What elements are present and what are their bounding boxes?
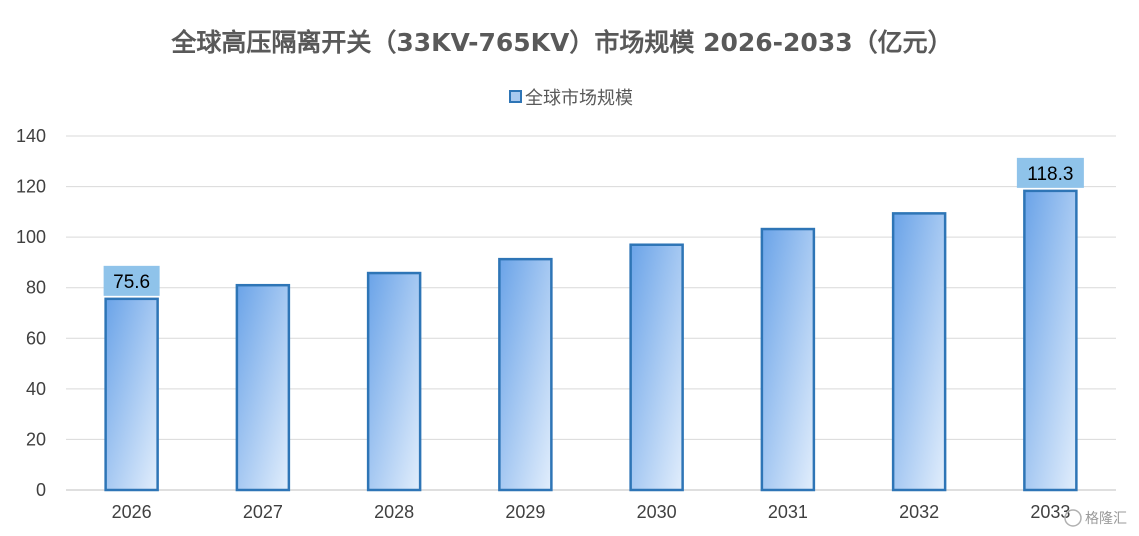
y-tick-label: 120 bbox=[16, 177, 46, 197]
y-tick-label: 20 bbox=[26, 429, 46, 449]
data-labels: 75.6 118.3 bbox=[103, 157, 1084, 296]
y-tick-label: 80 bbox=[26, 278, 46, 298]
watermark: 格隆汇 bbox=[1064, 509, 1127, 527]
legend: 全球市场规模 bbox=[509, 88, 633, 109]
data-label-box bbox=[103, 265, 160, 296]
x-tick-label: 2026 bbox=[112, 502, 152, 522]
watermark-logo-icon bbox=[1064, 509, 1082, 527]
watermark-text: 格隆汇 bbox=[1085, 511, 1127, 527]
y-tick-label: 60 bbox=[26, 328, 46, 348]
gridlines bbox=[66, 135, 1116, 491]
bar bbox=[891, 212, 947, 492]
y-tick-label: 40 bbox=[26, 379, 46, 399]
legend-label: 全球市场规模 bbox=[525, 88, 633, 109]
x-tick-label: 2029 bbox=[505, 502, 545, 522]
bars bbox=[104, 189, 1078, 492]
x-tick-label: 2032 bbox=[899, 502, 939, 522]
x-tick-label: 2033 bbox=[1030, 502, 1070, 522]
x-tick-label: 2027 bbox=[243, 502, 283, 522]
x-axis: 2026 2027 2028 2029 2030 2031 2032 2033 bbox=[112, 502, 1071, 522]
bar bbox=[498, 257, 553, 492]
bar bbox=[760, 227, 816, 492]
data-label: 118.3 bbox=[1027, 164, 1073, 185]
bar bbox=[366, 271, 422, 492]
bar bbox=[629, 243, 684, 492]
x-tick-label: 2030 bbox=[637, 502, 677, 522]
data-label: 75.6 bbox=[113, 272, 150, 293]
bar bbox=[235, 283, 291, 492]
y-axis: 0 20 40 60 80 100 120 140 bbox=[16, 126, 46, 500]
x-tick-label: 2031 bbox=[768, 502, 808, 522]
y-tick-label: 0 bbox=[36, 480, 46, 500]
x-tick-label: 2028 bbox=[374, 502, 414, 522]
y-tick-label: 140 bbox=[16, 126, 46, 146]
data-label-box bbox=[1016, 157, 1084, 188]
legend-swatch bbox=[509, 90, 522, 103]
y-tick-label: 100 bbox=[16, 227, 46, 247]
bar bbox=[1023, 189, 1078, 492]
chart-title: 全球高压隔离开关（33KV-765KV）市场规模 2026-2033（亿元） bbox=[170, 28, 952, 57]
bar bbox=[104, 297, 159, 492]
